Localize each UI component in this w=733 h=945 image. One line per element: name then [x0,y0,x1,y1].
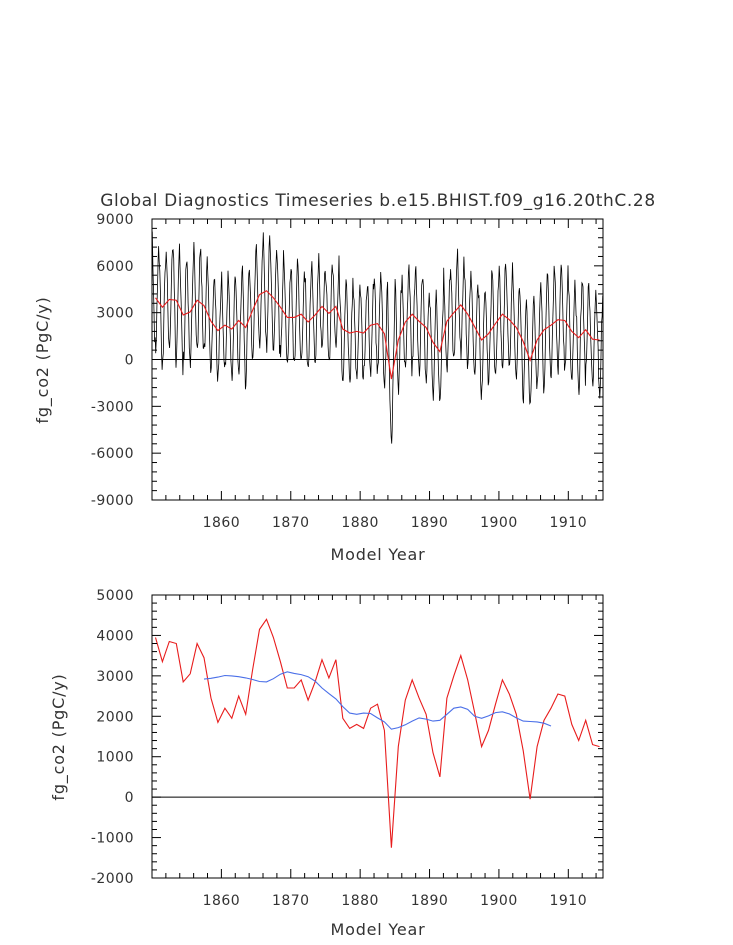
top-y-tick-label: 0 [125,353,134,369]
top-series-layer [151,231,604,444]
top-y-tick-label: 6000 [96,259,134,275]
top-series-monthly [151,231,604,444]
bottom-y-tick-label: 1000 [96,750,134,766]
bottom-x-tick-label: 1860 [203,893,241,909]
top-y-tick-label: 3000 [96,306,134,322]
bottom-x-tick-label: 1890 [411,893,449,909]
bottom-panel: 1860 1870 1880 1890 1900 1910 -2000 -1000 0 1000 2… [49,588,604,939]
top-x-tick-label: 1910 [549,515,587,531]
bottom-x-tick-label: 1900 [480,893,518,909]
bottom-x-tick-label: 1880 [341,893,379,909]
top-panel: Global Diagnostics Timeseries b.e15.BHIS… [33,191,655,564]
top-y-tick-label: 9000 [96,212,134,228]
top-x-tick-label: 1900 [480,515,518,531]
top-x-axis-label: Model Year [331,545,426,564]
bottom-y-axis-label: fg_co2 (PgC/y) [49,673,69,800]
bottom-series-running-mean [203,671,552,730]
top-y-tick-label: -6000 [91,446,134,462]
bottom-y-tick-label: 4000 [96,628,134,644]
bottom-x-axis-label: Model Year [331,920,426,939]
top-x-tick-label: 1890 [411,515,449,531]
bottom-x-tick-label: 1910 [549,893,587,909]
bottom-series-layer [152,618,603,848]
top-y-tick-label: -3000 [91,399,134,415]
bottom-y-tick-label: 0 [125,790,134,806]
top-x-tick-label: 1870 [272,515,310,531]
bottom-axes-layer: 1860 1870 1880 1890 1900 1910 -2000 -1000 0 1000 2… [91,588,604,909]
bottom-y-tick-label: 5000 [96,588,134,604]
chart-title: Global Diagnostics Timeseries b.e15.BHIS… [100,191,655,211]
bottom-x-tick-label: 1870 [272,893,310,909]
top-x-tick-label: 1860 [203,515,241,531]
bottom-y-tick-label: 3000 [96,669,134,685]
bottom-y-tick-label: -1000 [91,831,134,847]
bottom-series-annual-mean [154,618,600,848]
top-y-tick-label: -9000 [91,493,134,509]
bottom-y-tick-label: 2000 [96,709,134,725]
bottom-y-tick-label: -2000 [91,871,134,887]
top-y-axis-label: fg_co2 (PgC/y) [33,296,53,423]
bottom-plot-frame [151,594,604,879]
top-axes-layer: 1860 1870 1880 1890 1900 1910 -9000 -6000 -3000 0… [91,212,604,531]
top-x-tick-label: 1880 [341,515,379,531]
top-series-annual-mean [155,290,600,380]
